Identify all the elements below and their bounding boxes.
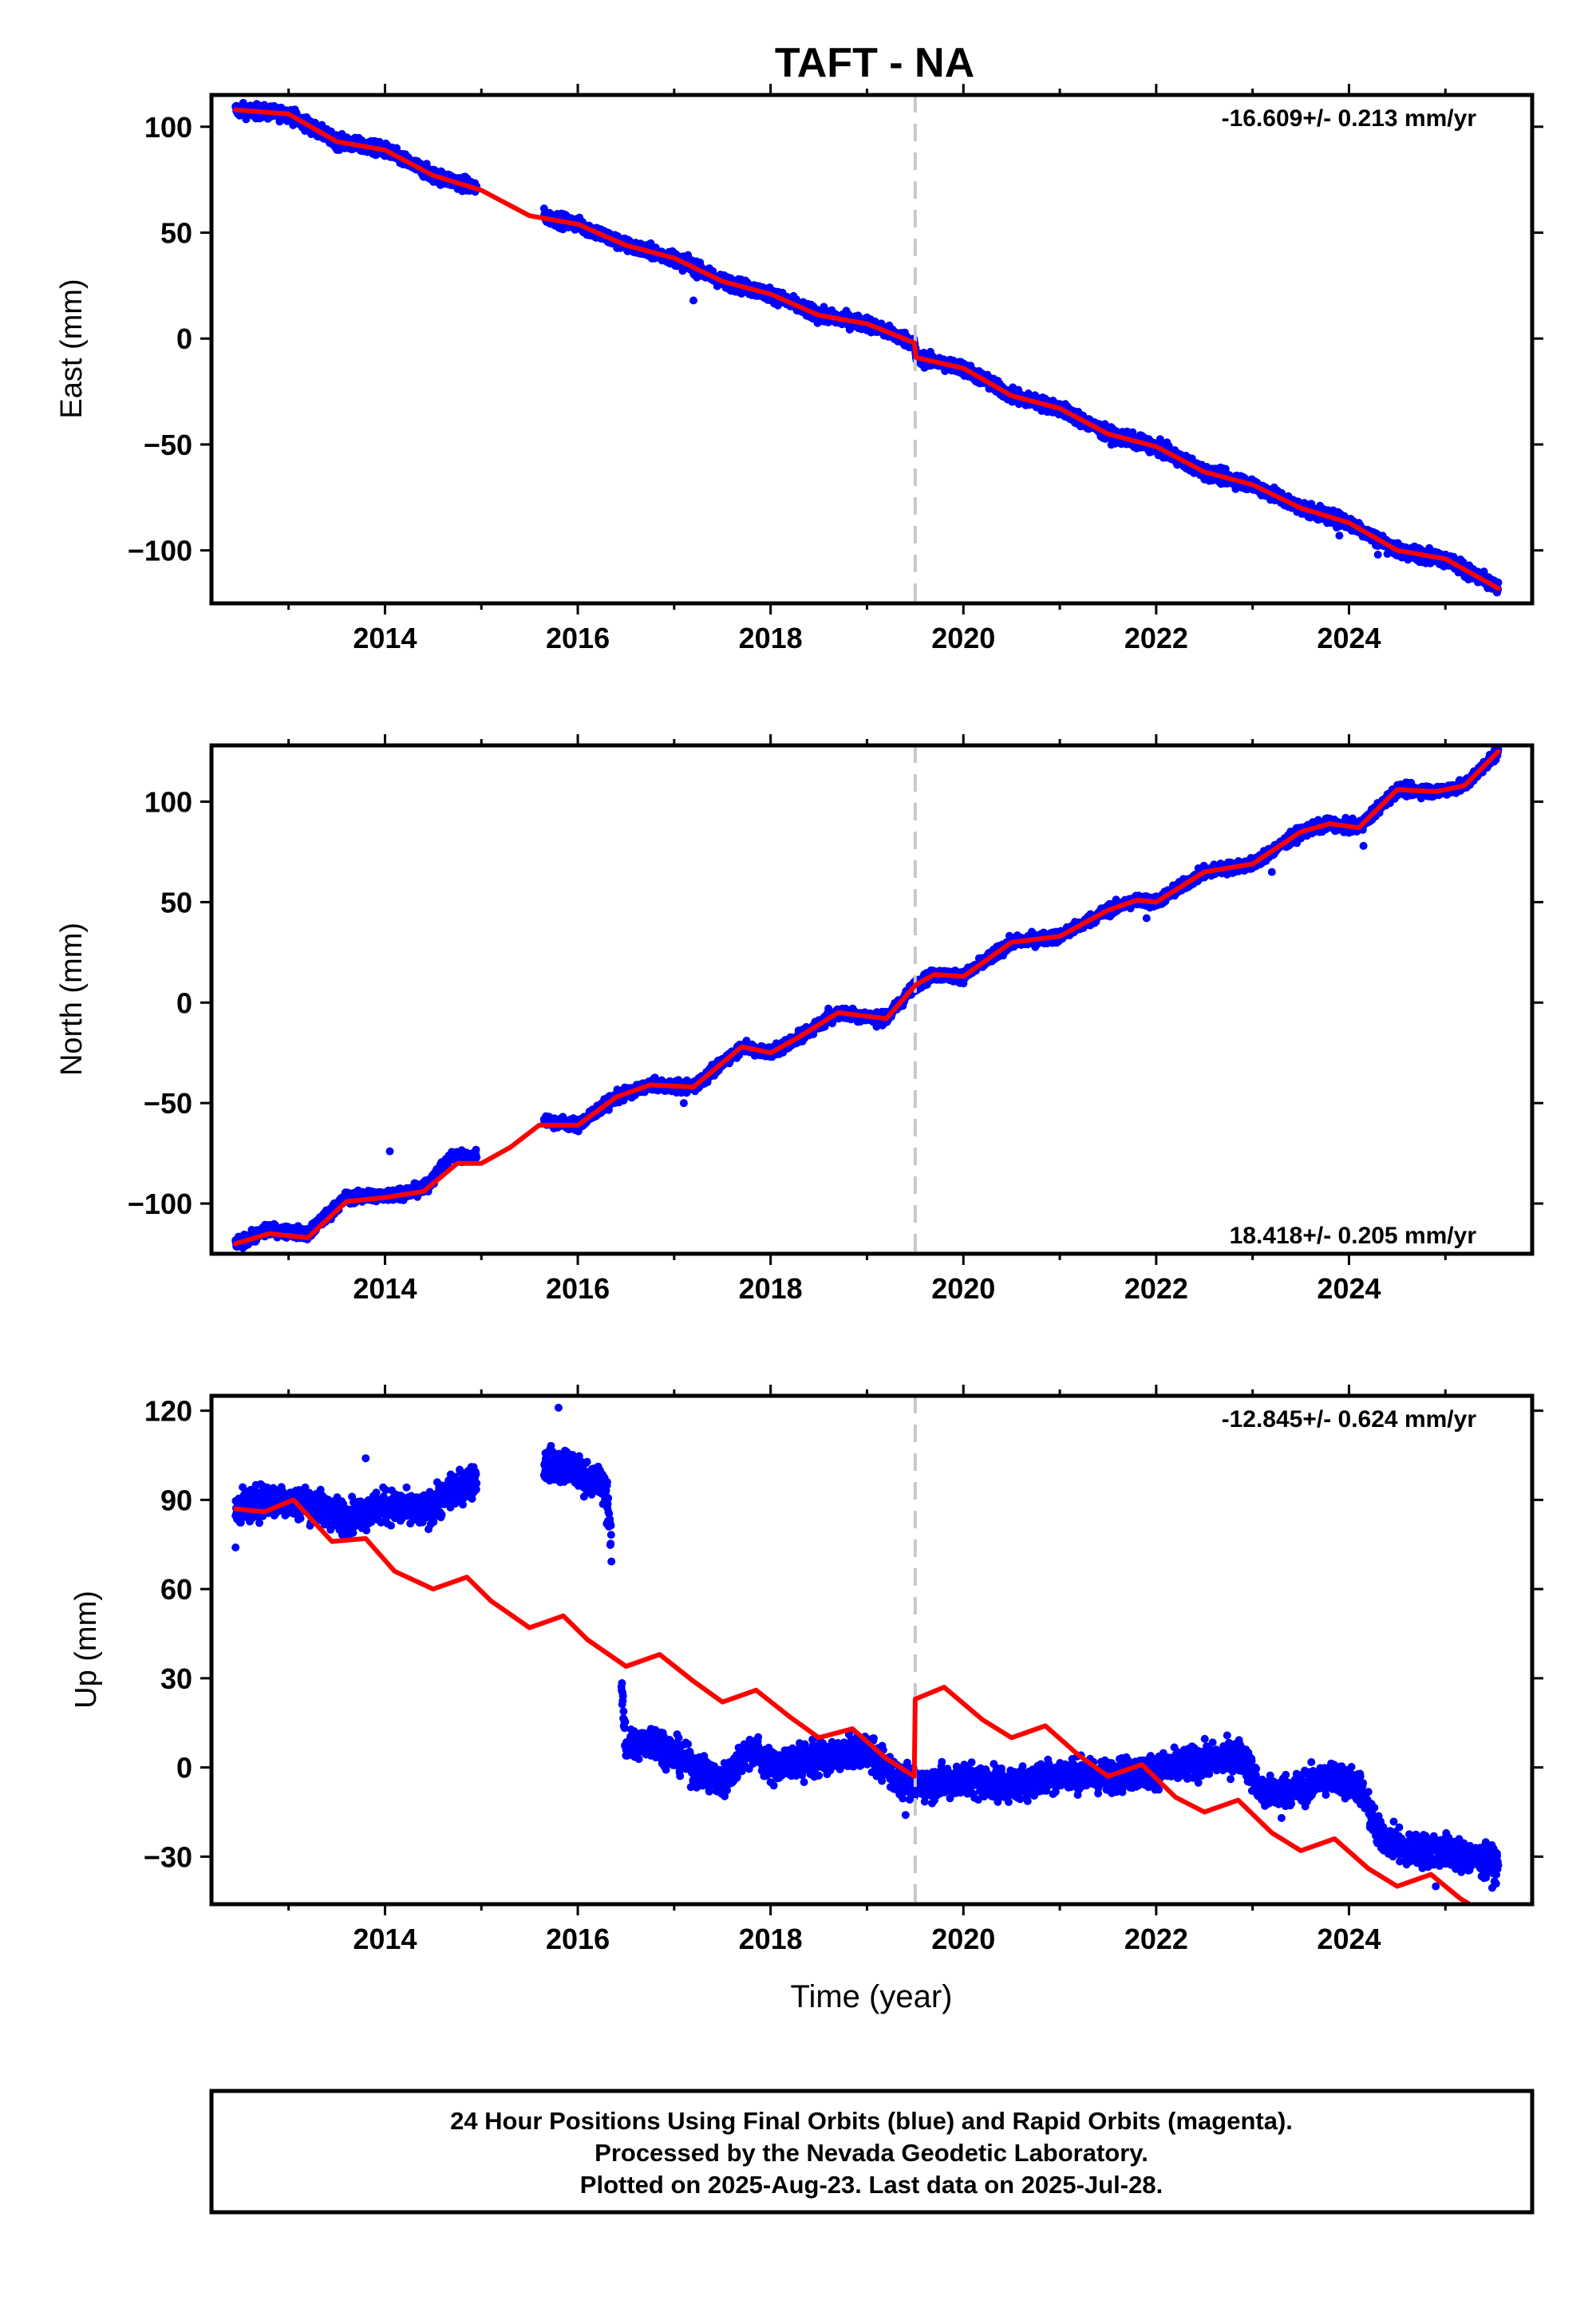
north-observed-points xyxy=(231,745,1503,1252)
observed-point xyxy=(1494,578,1503,587)
x-tick-label: 2018 xyxy=(739,622,803,654)
figure-title: TAFT - NA xyxy=(775,40,974,86)
east-ylabel: East (mm) xyxy=(55,279,89,418)
y-tick-label: 0 xyxy=(176,322,192,355)
east-observed-points xyxy=(231,98,1503,597)
east-rate: -16.609+/- 0.213 mm/yr xyxy=(1222,105,1477,132)
outlier-point xyxy=(1335,532,1344,540)
outlier-point xyxy=(689,296,697,305)
x-tick-label: 2022 xyxy=(1124,622,1188,654)
x-tick-label: 2020 xyxy=(931,622,995,654)
east-frame xyxy=(209,93,1535,606)
y-tick-label: −50 xyxy=(144,429,192,461)
x-tick-label: 2014 xyxy=(353,622,417,654)
y-tick-label: 50 xyxy=(160,217,192,250)
east-ticks: 2014 2016 2018 2020 2022 2024 100 50 0 −50 −100 xyxy=(128,84,1543,654)
outlier-point xyxy=(863,313,871,322)
outlier-point xyxy=(438,169,447,178)
outlier-point xyxy=(1373,551,1382,559)
x-tick-label: 2016 xyxy=(546,622,610,654)
panel-east: 2014 2016 2018 2020 2022 2024 100 50 0 −50 −100 Ea… xyxy=(55,84,1543,654)
y-tick-label: 100 xyxy=(144,111,192,144)
x-tick-label: 2024 xyxy=(1317,622,1381,654)
east-model-line xyxy=(233,107,1501,591)
y-tick-label: −100 xyxy=(128,535,192,567)
